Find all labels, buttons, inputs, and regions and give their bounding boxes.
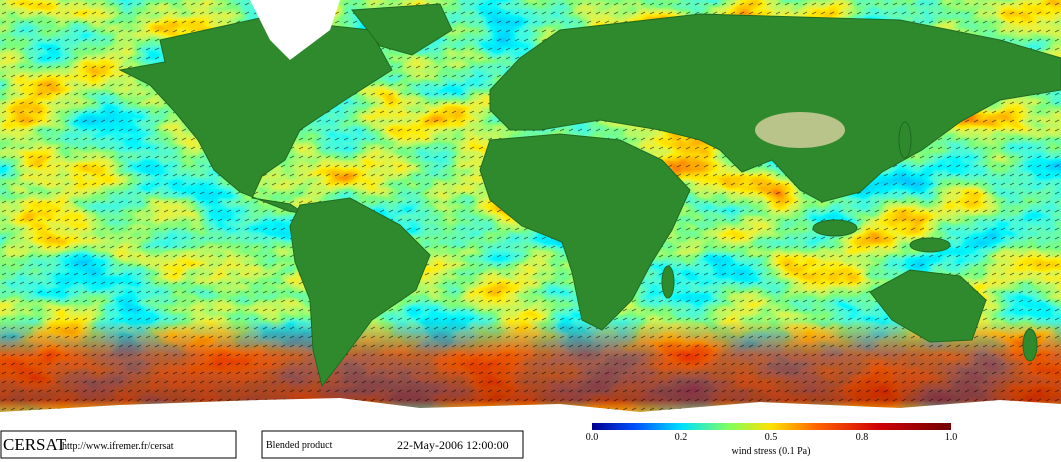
colorbar-tick-label: 0.5 bbox=[765, 432, 778, 443]
product-box bbox=[261, 430, 524, 459]
new-zealand bbox=[1022, 328, 1038, 362]
indonesia bbox=[812, 219, 858, 237]
colorbar-label: wind stress (0.1 Pa) bbox=[732, 446, 811, 457]
japan bbox=[898, 121, 912, 159]
antarctica bbox=[0, 398, 1061, 425]
eurasia bbox=[489, 13, 1061, 203]
product: Blended product bbox=[266, 440, 333, 451]
tibet-plateau bbox=[755, 112, 845, 148]
madagascar bbox=[661, 265, 675, 299]
colorbar-tick-label: 1.0 bbox=[945, 432, 958, 443]
datetime: 22-May-2006 12:00:00 bbox=[397, 438, 509, 452]
north-america bbox=[118, 17, 393, 215]
greenland bbox=[351, 3, 453, 56]
new-guinea bbox=[909, 237, 951, 253]
colorbar bbox=[592, 423, 951, 430]
australia bbox=[869, 269, 987, 343]
colorbar-tick-label: 0.8 bbox=[856, 432, 869, 443]
arctic-ice bbox=[250, 0, 340, 60]
colorbar-tick-label: 0.2 bbox=[675, 432, 688, 443]
south-america bbox=[289, 197, 431, 388]
africa bbox=[479, 133, 691, 331]
logo-box bbox=[0, 430, 237, 459]
colorbar-tick-label: 0.0 bbox=[586, 432, 599, 443]
continents bbox=[118, 3, 1061, 388]
logo: CERSAT bbox=[3, 435, 67, 454]
url: http://www.ifremer.fr/cersat bbox=[62, 441, 174, 452]
